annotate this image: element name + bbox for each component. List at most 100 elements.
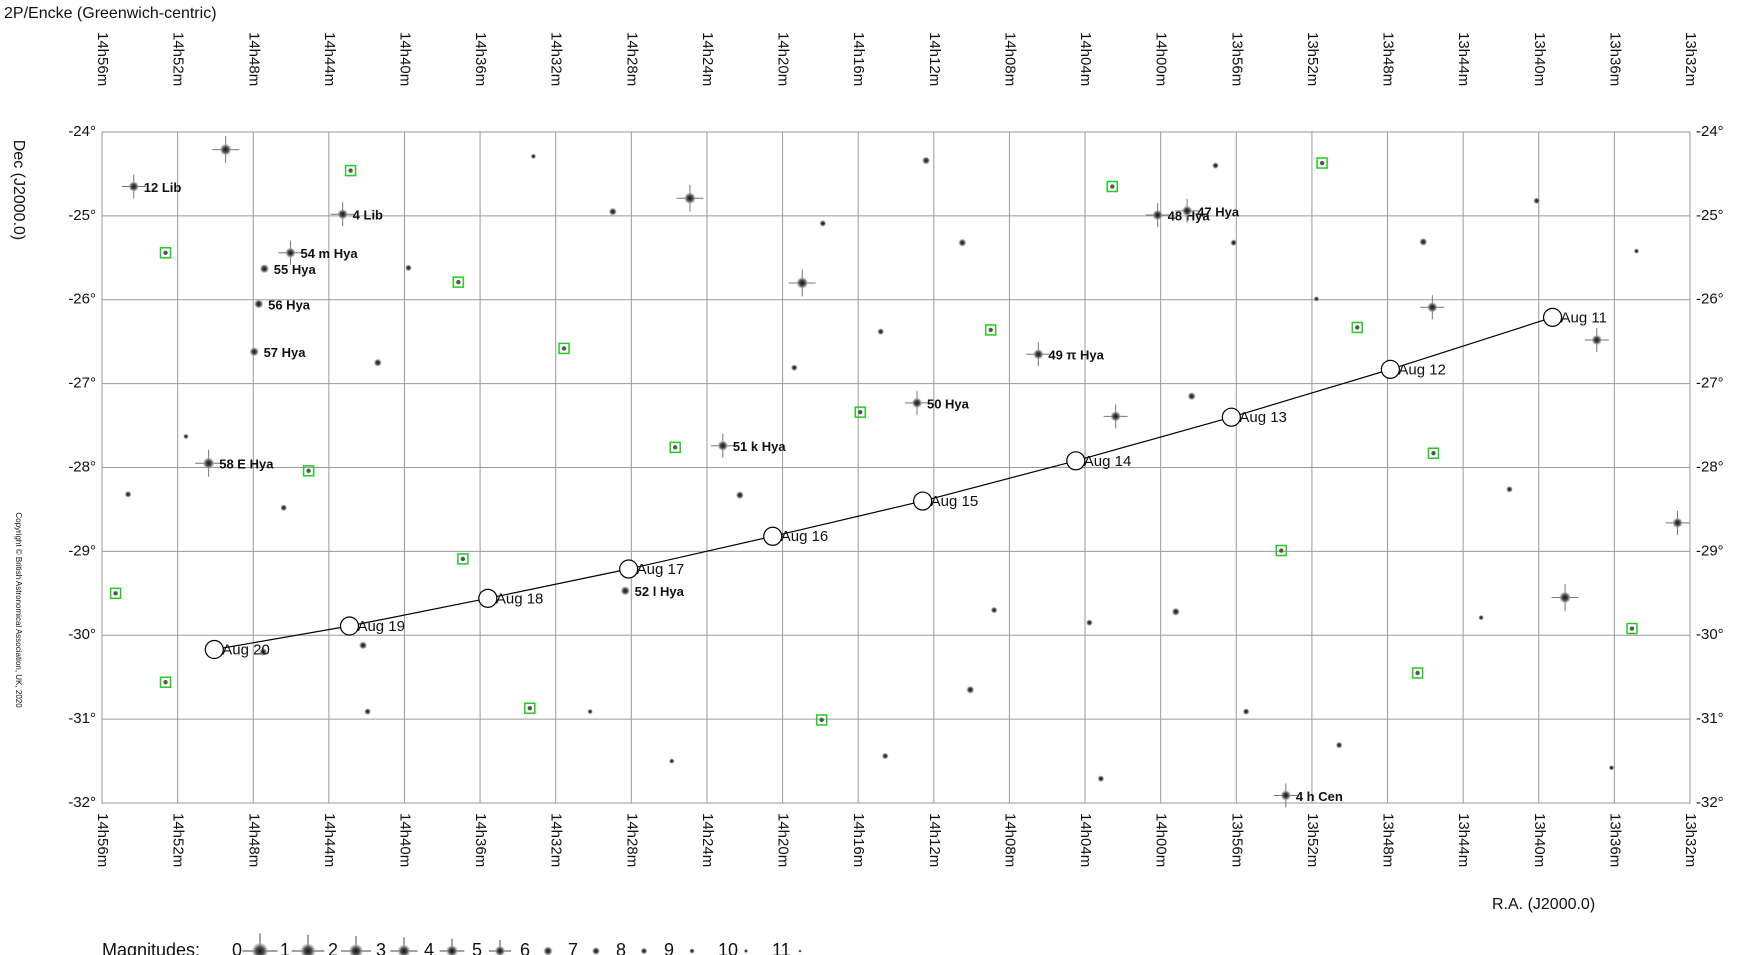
y-tick-label-right: -29° xyxy=(1696,542,1724,559)
star xyxy=(1335,741,1343,749)
variable-star-box xyxy=(159,247,172,259)
x-tick-label-top: 14h24m xyxy=(699,32,716,86)
variable-star-box xyxy=(984,324,997,336)
y-tick-label-right: -24° xyxy=(1696,123,1724,140)
star xyxy=(1584,328,1609,353)
legend-label: 3 xyxy=(376,940,386,955)
comet-date-label: Aug 15 xyxy=(931,493,979,510)
star xyxy=(1665,510,1690,535)
x-tick-label-top: 13h44m xyxy=(1455,32,1472,86)
star-label: 12 Lib xyxy=(144,180,182,195)
variable-star-box xyxy=(452,276,465,288)
variable-star-dot xyxy=(988,327,993,333)
star-marker xyxy=(259,648,268,656)
star-label: 55 Hya xyxy=(274,262,317,277)
y-tick-label-right: -28° xyxy=(1696,458,1724,475)
legend-symbol xyxy=(592,947,600,955)
legend-symbol xyxy=(349,944,363,955)
star xyxy=(330,202,355,227)
x-tick-label-top: 14h04m xyxy=(1077,32,1094,86)
legend-label: 9 xyxy=(664,940,674,955)
star-label: 52 l Hya xyxy=(635,584,685,599)
comet-path xyxy=(214,316,1553,651)
star xyxy=(669,758,675,764)
variable-star-box xyxy=(109,587,122,600)
star-label: 50 Hya xyxy=(927,396,970,411)
variable-star-box xyxy=(344,164,357,177)
legend-symbol xyxy=(495,946,505,955)
variable-star-dot xyxy=(561,346,567,351)
star-label: 47 Hya xyxy=(1197,204,1240,219)
y-tick-label-left: -26° xyxy=(68,291,96,308)
star xyxy=(195,449,223,477)
x-tick-label-top: 14h36m xyxy=(472,32,489,86)
star-marker xyxy=(587,708,593,715)
star-marker xyxy=(1335,741,1343,749)
star-marker xyxy=(280,504,287,511)
star-marker xyxy=(128,181,139,192)
legend-symbol xyxy=(744,949,748,953)
star xyxy=(1230,239,1237,246)
star-label: 51 k Hya xyxy=(733,439,787,454)
variable-star-box xyxy=(854,406,867,418)
x-tick-label-bottom: 14h36m xyxy=(472,813,489,867)
comet-position xyxy=(339,616,360,636)
star-marker xyxy=(882,752,889,760)
x-tick-label-top: 14h12m xyxy=(926,32,943,86)
comet-date-label: Aug 18 xyxy=(496,590,544,607)
star-marker xyxy=(1478,615,1484,621)
x-tick-label-bottom: 14h20m xyxy=(775,813,792,867)
star xyxy=(1242,708,1250,715)
star-marker xyxy=(796,277,808,289)
variable-star-dot xyxy=(163,680,168,685)
star-marker xyxy=(1171,607,1180,616)
star xyxy=(736,491,744,499)
variable-star-box xyxy=(524,702,536,714)
star xyxy=(1419,238,1428,246)
star-marker xyxy=(259,264,269,274)
x-tick-label-top: 14h44m xyxy=(321,32,338,86)
x-tick-label-bottom: 13h56m xyxy=(1228,813,1245,867)
variable-star-box xyxy=(669,441,681,454)
star-marker xyxy=(1559,591,1571,604)
x-tick-label-bottom: 13h44m xyxy=(1455,813,1472,867)
y-tick-label-right: -25° xyxy=(1696,207,1724,224)
x-tick-label-top: 14h20m xyxy=(775,32,792,86)
legend-label: 1 xyxy=(280,940,290,955)
y-tick-label-right: -31° xyxy=(1696,710,1724,727)
star xyxy=(791,364,798,371)
star-label: 4 Lib xyxy=(353,208,383,223)
copyright: Copyright © British Astronomical Associa… xyxy=(14,512,23,708)
star xyxy=(1103,404,1128,429)
x-tick-label-top: 14h00m xyxy=(1153,32,1170,86)
legend-label: 0 xyxy=(232,940,242,955)
x-tick-label-bottom: 14h00m xyxy=(1153,813,1170,867)
variable-star-box xyxy=(1275,544,1288,557)
star-marker xyxy=(1672,517,1683,528)
star-marker xyxy=(359,641,367,650)
legend-label: 5 xyxy=(472,940,482,955)
x-tick-label-bottom: 14h44m xyxy=(321,813,338,867)
star-label: 58 E Hya xyxy=(219,457,274,472)
star xyxy=(904,390,929,415)
star xyxy=(882,752,889,760)
variable-star-box xyxy=(159,676,172,688)
x-tick-label-bottom: 13h36m xyxy=(1606,813,1623,867)
legend-label: 7 xyxy=(568,940,578,955)
comet-date-label: Aug 20 xyxy=(222,641,270,658)
variable-star-box xyxy=(1106,180,1119,193)
star-marker xyxy=(1633,248,1640,254)
x-tick-label-bottom: 14h52m xyxy=(170,813,187,867)
comet-date-label: Aug 12 xyxy=(1398,361,1446,378)
star-marker xyxy=(1230,239,1237,246)
star-label: 49 π Hya xyxy=(1048,348,1104,363)
comet-date-label: Aug 16 xyxy=(781,528,829,545)
star-label: 48 Hya xyxy=(1168,208,1211,223)
star xyxy=(364,708,371,715)
legend-label: 8 xyxy=(616,940,626,955)
comet-position xyxy=(619,559,639,579)
star-marker xyxy=(1427,302,1438,313)
star xyxy=(1026,342,1051,367)
star xyxy=(710,433,735,458)
